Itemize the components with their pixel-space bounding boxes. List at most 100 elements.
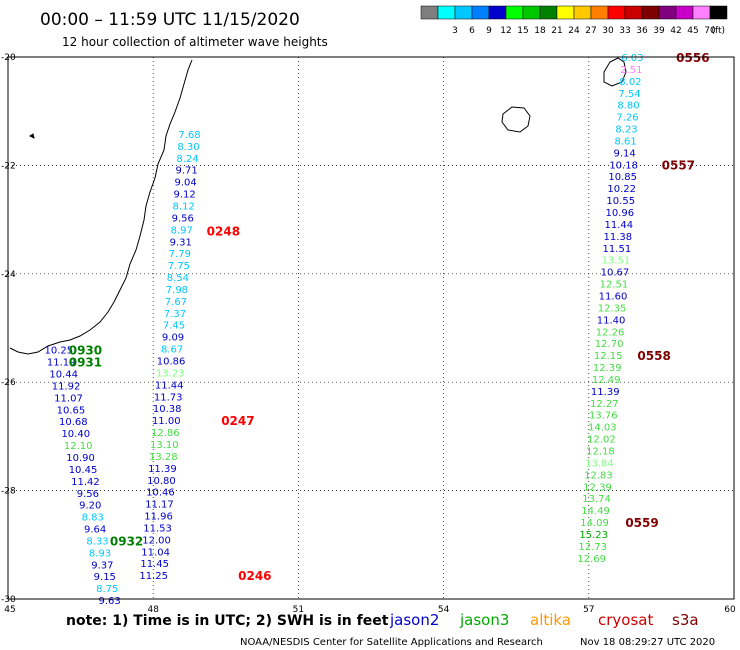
wave-height-label: 8.12 xyxy=(173,202,195,213)
wave-height-label: 7.75 xyxy=(168,261,190,272)
wave-height-label: 11.45 xyxy=(140,559,169,570)
wave-height-label: 7.26 xyxy=(616,113,638,124)
pass-time-label: 0931 xyxy=(69,356,102,370)
colorbar-swatch xyxy=(658,5,677,20)
colorbar-tick-label: 39 xyxy=(653,26,665,36)
wave-height-label: 9.56 xyxy=(77,489,99,500)
colorbar-tick-label: 42 xyxy=(670,26,681,36)
wave-height-label: 9.63 xyxy=(99,596,121,607)
wave-height-label: 11.19 xyxy=(47,358,76,369)
wave-height-label: 12.69 xyxy=(577,554,606,565)
footer-note: note: 1) Time is in UTC; 2) SWH is in fe… xyxy=(66,613,389,629)
y-tick-label: -20 xyxy=(1,53,16,63)
colorbar-legend: 3 6 9 12 15 18 21 24 27 30 33 36 39 42 45 70(ft) xyxy=(420,5,728,36)
wave-height-label: 12.10 xyxy=(64,441,93,452)
colorbar-swatch xyxy=(471,5,490,20)
wave-height-label: 8.67 xyxy=(161,345,183,356)
y-tick-label: -26 xyxy=(1,378,16,388)
colorbar-swatch xyxy=(505,5,524,20)
wave-height-label: 11.92 xyxy=(52,381,81,392)
y-tick-label: -24 xyxy=(1,270,16,280)
colorbar-swatch xyxy=(539,5,558,20)
wave-height-label: 12.39 xyxy=(593,363,622,374)
wave-height-label: 10.55 xyxy=(606,196,635,207)
colorbar-swatch xyxy=(488,5,507,20)
plot-area: 7.688.308.249.719.049.128.129.568.979.31… xyxy=(1,51,736,615)
colorbar-unit-label: (ft) xyxy=(711,26,725,36)
wave-height-label: 9.71 xyxy=(175,166,197,177)
wave-height-label: 7.37 xyxy=(164,309,186,320)
wave-height-label: 10.85 xyxy=(608,172,637,183)
legend-s3a: s3a xyxy=(672,611,699,629)
coastline xyxy=(9,57,627,355)
pass-time-label: 0247 xyxy=(221,414,254,428)
colorbar-swatch xyxy=(692,5,711,20)
colorbar-tick-label: 24 xyxy=(568,26,580,36)
wave-height-label: 8.61 xyxy=(614,136,636,147)
wave-height-label: 14.03 xyxy=(588,423,617,434)
colorbar-swatch xyxy=(437,5,456,20)
wave-height-label: 10.46 xyxy=(146,488,175,499)
wave-height-label: 12.15 xyxy=(594,351,623,362)
wave-height-label: 13.84 xyxy=(585,458,614,469)
colorbar-tick-label: 6 xyxy=(469,26,475,36)
small-islet xyxy=(29,133,35,139)
wave-height-label: 8.80 xyxy=(617,101,639,112)
x-tick-label: 54 xyxy=(438,605,450,615)
wave-height-label: 10.96 xyxy=(605,208,634,219)
wave-height-label: 7.45 xyxy=(163,321,185,332)
wave-height-label: 12.18 xyxy=(586,446,615,457)
wave-height-label: 12.27 xyxy=(590,399,619,410)
wave-height-label: 13.76 xyxy=(589,411,618,422)
wave-height-label: 8.75 xyxy=(96,584,118,595)
grid-lines xyxy=(8,57,734,599)
wave-height-label: 10.80 xyxy=(147,476,176,487)
pass-time-label: 0248 xyxy=(207,224,240,238)
wave-height-label: 8.02 xyxy=(619,77,641,88)
wave-height-label: 11.04 xyxy=(141,547,170,558)
wave-height-label: 12.70 xyxy=(595,339,624,350)
wave-height-label: 11.39 xyxy=(148,464,177,475)
pass-time-label: 0930 xyxy=(69,344,102,358)
wave-height-label: 9.37 xyxy=(91,560,113,571)
wave-height-label: 8.54 xyxy=(167,273,189,284)
colorbar-swatch xyxy=(675,5,694,20)
wave-height-label: 11.53 xyxy=(143,523,172,534)
colorbar-swatch xyxy=(573,5,592,20)
y-tick-label: -30 xyxy=(1,595,16,605)
reunion-island xyxy=(501,106,531,133)
wave-height-label: 7.98 xyxy=(166,285,188,296)
wave-height-label: 7.68 xyxy=(178,130,200,141)
wave-height-label: 12.00 xyxy=(142,535,171,546)
wave-height-label: 15.23 xyxy=(579,530,608,541)
colorbar-tick-label: 30 xyxy=(602,26,614,36)
wave-height-label: 11.17 xyxy=(145,500,174,511)
x-tick-label: 45 xyxy=(4,605,15,615)
chart-title: 00:00 – 11:59 UTC 11/15/2020 xyxy=(40,10,300,30)
colorbar-swatch xyxy=(624,5,643,20)
wave-height-label: 8.93 xyxy=(89,548,111,559)
wave-height-label: 8.30 xyxy=(177,142,199,153)
colorbar-swatch xyxy=(590,5,609,20)
wave-height-label: 9.04 xyxy=(174,178,196,189)
wave-height-label: 11.40 xyxy=(597,315,626,326)
wave-height-label: 12.39 xyxy=(583,482,612,493)
madagascar-coast xyxy=(9,59,193,355)
credit-text: NOAA/NESDIS Center for Satellite Applica… xyxy=(240,637,543,648)
x-tick-label: 60 xyxy=(724,605,736,615)
wave-height-label: 13.74 xyxy=(582,494,611,505)
wave-height-label: 11.96 xyxy=(144,512,173,523)
satellite-tracks: 7.688.308.249.719.049.128.129.568.979.31… xyxy=(44,53,643,607)
wave-height-label: 9.64 xyxy=(84,525,106,536)
wave-height-label: 11.25 xyxy=(139,571,168,582)
colorbar-swatch xyxy=(607,5,626,20)
colorbar-swatch xyxy=(420,5,439,20)
colorbar-tick-label: 33 xyxy=(619,26,630,36)
wave-height-label: 8.97 xyxy=(171,225,193,236)
colorbar-swatch xyxy=(522,5,541,20)
wave-height-label: 10.40 xyxy=(61,429,90,440)
y-tick-label: -22 xyxy=(1,161,16,171)
wave-height-label: 10.68 xyxy=(59,417,88,428)
colorbar-swatch xyxy=(709,5,728,20)
colorbar-tick-label: 15 xyxy=(517,26,528,36)
